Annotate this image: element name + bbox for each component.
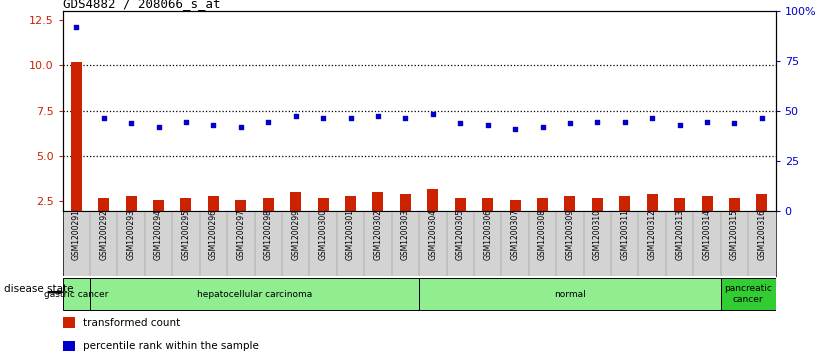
Bar xyxy=(620,196,631,211)
Bar xyxy=(482,198,493,211)
Point xyxy=(673,122,686,128)
Point xyxy=(399,115,412,121)
Point xyxy=(124,121,138,126)
Bar xyxy=(126,196,137,211)
Bar xyxy=(235,200,246,211)
Text: disease state: disease state xyxy=(4,284,73,294)
Bar xyxy=(565,196,575,211)
Text: hepatocellular carcinoma: hepatocellular carcinoma xyxy=(197,290,312,298)
Bar xyxy=(510,200,520,211)
Bar xyxy=(71,62,82,211)
Point xyxy=(701,119,714,125)
FancyBboxPatch shape xyxy=(420,278,721,310)
Point xyxy=(481,122,495,128)
Text: GDS4882 / 208066_s_at: GDS4882 / 208066_s_at xyxy=(63,0,220,10)
Point xyxy=(179,119,193,125)
Bar xyxy=(537,198,548,211)
Bar xyxy=(427,189,439,211)
Bar xyxy=(290,192,301,211)
Text: pancreatic
cancer: pancreatic cancer xyxy=(724,284,772,304)
Bar xyxy=(318,198,329,211)
Point xyxy=(207,122,220,128)
Point xyxy=(618,119,631,125)
Bar xyxy=(646,194,658,211)
FancyBboxPatch shape xyxy=(90,278,420,310)
Text: transformed count: transformed count xyxy=(83,318,180,327)
Bar xyxy=(455,198,465,211)
Point xyxy=(234,124,248,130)
Bar xyxy=(263,198,274,211)
Bar xyxy=(63,317,75,328)
Point xyxy=(371,113,384,119)
Bar xyxy=(208,196,219,211)
Bar xyxy=(153,200,164,211)
Bar xyxy=(399,194,411,211)
Point xyxy=(426,111,440,117)
Bar xyxy=(729,198,740,211)
Point xyxy=(590,119,604,125)
Point xyxy=(316,115,329,121)
Bar xyxy=(674,198,685,211)
Bar xyxy=(98,198,109,211)
Text: gastric cancer: gastric cancer xyxy=(44,290,108,298)
Point xyxy=(646,115,659,121)
Bar xyxy=(63,341,75,351)
Point xyxy=(563,121,576,126)
Bar xyxy=(701,196,712,211)
Point xyxy=(756,115,769,121)
Point xyxy=(69,24,83,30)
Point xyxy=(728,121,741,126)
Point xyxy=(152,124,165,130)
Bar xyxy=(756,194,767,211)
Bar xyxy=(373,192,384,211)
Bar xyxy=(592,198,603,211)
Text: percentile rank within the sample: percentile rank within the sample xyxy=(83,341,259,351)
FancyBboxPatch shape xyxy=(63,278,90,310)
Point xyxy=(344,115,357,121)
Point xyxy=(289,113,303,119)
Bar xyxy=(345,196,356,211)
Point xyxy=(454,121,467,126)
Point xyxy=(535,124,549,130)
Point xyxy=(97,115,110,121)
Point xyxy=(509,126,522,132)
Point xyxy=(262,119,275,125)
Bar xyxy=(180,198,192,211)
FancyBboxPatch shape xyxy=(721,278,776,310)
Text: normal: normal xyxy=(554,290,585,298)
